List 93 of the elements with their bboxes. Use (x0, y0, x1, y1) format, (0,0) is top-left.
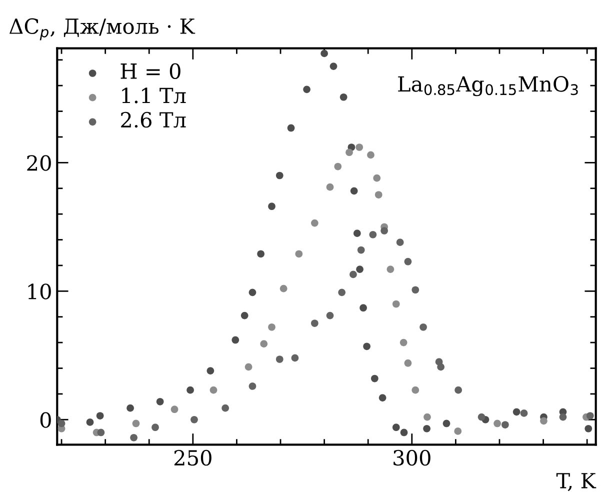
legend-label: 2.6 Тл (121, 112, 186, 128)
point (268, 323, 276, 331)
point (404, 359, 412, 367)
legend-label: 1.1 Тл (122, 88, 186, 104)
point (350, 187, 358, 195)
point (130, 434, 138, 442)
point (424, 413, 431, 421)
point (412, 286, 420, 294)
point (559, 413, 567, 421)
point (356, 144, 364, 151)
point (126, 404, 134, 412)
point (338, 288, 346, 296)
point (420, 323, 427, 331)
point (186, 386, 194, 394)
point (86, 418, 94, 426)
point (295, 250, 303, 258)
point (291, 354, 299, 362)
point (96, 412, 104, 420)
point (132, 420, 140, 428)
point (320, 50, 328, 58)
x-tick-label: 300 (394, 450, 430, 466)
point (404, 258, 412, 266)
point (152, 424, 159, 432)
x-axis-title: T, K (556, 473, 596, 492)
point (478, 413, 486, 421)
point (386, 266, 394, 273)
point (363, 342, 370, 350)
point (353, 230, 361, 238)
point (412, 386, 420, 394)
point (512, 408, 520, 416)
point (400, 428, 408, 436)
point (396, 238, 404, 246)
point (373, 174, 381, 182)
point (392, 424, 400, 432)
point (170, 406, 178, 414)
point (454, 386, 462, 394)
y-axis-title: ΔC$_{p}$, Дж/моль · K (9, 18, 196, 40)
point (423, 424, 430, 432)
point (257, 250, 264, 258)
point (248, 288, 256, 296)
point (378, 394, 386, 402)
point (586, 412, 594, 420)
point (356, 266, 364, 273)
legend-label: H = 0 (120, 63, 180, 80)
point (268, 202, 276, 210)
point (248, 382, 256, 390)
point (310, 219, 318, 227)
x-tick-label: 250 (174, 450, 212, 466)
point (280, 284, 288, 292)
point (276, 356, 284, 363)
point (540, 417, 548, 425)
annotation: La$_{0.85}$Ag$_{0.15}$MnO$_{3}$ (398, 76, 578, 96)
point (380, 227, 388, 234)
y-tick-label: 10 (28, 284, 51, 300)
point (276, 172, 284, 180)
point (350, 270, 357, 278)
point (360, 304, 367, 312)
point (260, 340, 268, 348)
point (374, 191, 382, 198)
point (502, 421, 509, 428)
point (97, 428, 105, 436)
point (330, 62, 338, 70)
point (210, 386, 218, 394)
point (326, 312, 334, 320)
point (156, 398, 164, 406)
y-tick-label: 0 (40, 412, 51, 428)
point (334, 162, 342, 170)
point (206, 367, 214, 374)
point (287, 124, 295, 132)
y-tick-label: 20 (27, 155, 51, 171)
point (437, 363, 444, 371)
point (400, 338, 408, 346)
point (370, 374, 378, 382)
point (442, 420, 450, 428)
point (454, 428, 462, 435)
point (244, 363, 252, 371)
point (240, 312, 248, 320)
point (222, 404, 229, 412)
point (326, 183, 334, 191)
point (346, 148, 353, 156)
point (58, 420, 66, 428)
point (367, 151, 374, 159)
point (520, 410, 528, 417)
point (232, 336, 240, 344)
point (392, 300, 400, 308)
point (357, 246, 365, 254)
point (303, 86, 310, 94)
point (369, 230, 377, 238)
point (494, 420, 501, 428)
point (340, 93, 348, 101)
point (190, 416, 198, 424)
point (584, 424, 592, 432)
point (310, 320, 318, 327)
